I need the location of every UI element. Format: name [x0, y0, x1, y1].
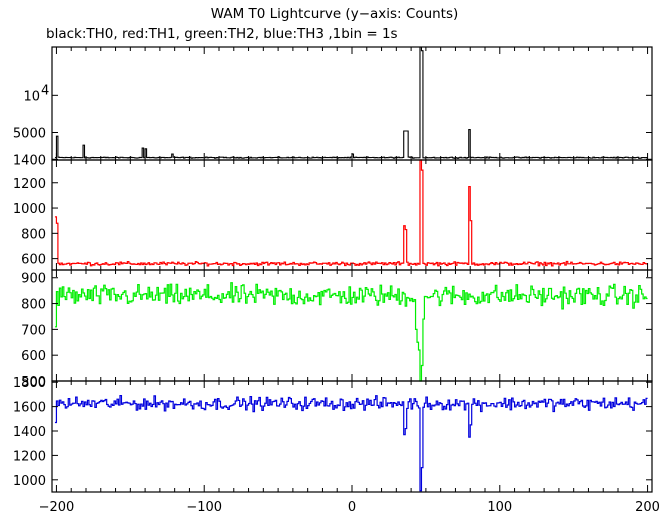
y-tick-label: 900	[21, 272, 46, 287]
series-th1	[54, 159, 648, 267]
x-tick-label: −200	[39, 500, 75, 515]
series-th0	[54, 46, 648, 159]
y-tick-label: 600	[21, 349, 46, 364]
panel-th1: 1200 1000 800 600	[13, 159, 653, 271]
y-tick-label: 700	[21, 323, 46, 338]
y-tick-label: 1400	[13, 153, 46, 168]
y-tick-label: 800	[21, 227, 46, 242]
y-tick-label: 500	[21, 375, 46, 390]
x-axis-labels: −200 −100 0 100 200	[39, 500, 660, 515]
y-tick-label: 10	[23, 89, 40, 104]
panel-th3: 1800 1600 1400 1200 1000	[13, 376, 653, 493]
x-tick-label: 200	[635, 500, 660, 515]
x-tick-label: −100	[186, 500, 222, 515]
chart-subtitle: black:TH0, red:TH1, green:TH2, blue:TH3 …	[46, 26, 398, 42]
y-tick-label: 1600	[13, 401, 46, 416]
y-tick-label: 1200	[13, 449, 46, 464]
x-tick-label: 0	[348, 500, 356, 515]
panel-frame	[51, 46, 653, 161]
series-th3	[54, 394, 648, 492]
panel-th2: 900 800 700 600 500	[21, 269, 653, 390]
y-tick-label: 1000	[13, 474, 46, 489]
y-tick-label: 1000	[13, 202, 46, 217]
panels-group: 10 4 5000 1400 1200 1000 800 600 900 800 700 600 500…	[13, 46, 653, 493]
chart-title: WAM T0 Lightcurve (y−axis: Counts)	[210, 6, 459, 22]
y-tick-label: 1800	[13, 376, 46, 391]
y-tick-label: 1200	[13, 177, 46, 192]
y-tick-label: 1400	[13, 425, 46, 440]
y-tick-label: 5000	[13, 126, 46, 141]
panel-th0: 10 4 5000 1400	[13, 46, 653, 168]
y-tick-label-exponent: 4	[41, 83, 49, 98]
panel-frame	[51, 380, 653, 493]
x-tick-label: 100	[487, 500, 512, 515]
panel-frame	[51, 159, 653, 271]
panel-frame	[51, 269, 653, 382]
y-tick-label: 800	[21, 298, 46, 313]
y-tick-label: 600	[21, 253, 46, 268]
series-th2	[54, 282, 648, 382]
